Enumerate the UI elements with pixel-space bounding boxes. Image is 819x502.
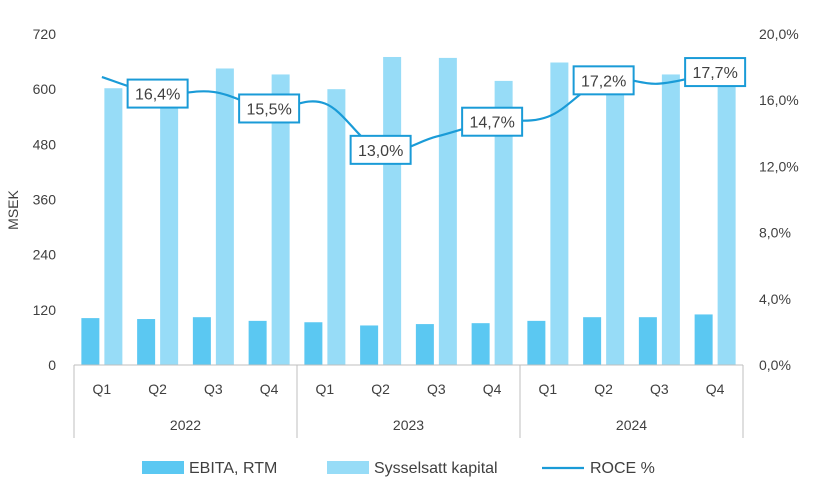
data-labels: 16,4% 15,5% 13,0% 14,7% 17,2% 17,7% (126, 57, 747, 165)
roce-data-label: 17,2% (581, 73, 626, 90)
quarter-label: Q3 (204, 381, 223, 397)
roce-data-label-box (461, 106, 524, 137)
ebita-bar (304, 322, 323, 365)
quarter-label: Q4 (260, 381, 279, 397)
right-axis: 0,0% 4,0% 8,0% 12,0% 16,0% 20,0% (759, 26, 799, 373)
ebita-bar (137, 319, 156, 365)
ebita-bar (248, 320, 267, 365)
ebita-bar (360, 325, 379, 365)
legend-label: Sysselsatt kapital (374, 460, 498, 477)
right-tick-label: 0,0% (759, 357, 791, 373)
quarter-label: Q4 (706, 381, 725, 397)
sysselsatt-kapital-bar (661, 74, 680, 365)
left-tick-label: 600 (33, 81, 57, 97)
roce-data-label: 14,7% (469, 115, 514, 132)
sysselsatt-kapital-bar (215, 68, 234, 366)
quarter-label: Q1 (93, 381, 112, 397)
right-tick-label: 12,0% (759, 158, 799, 174)
year-label: 2024 (616, 417, 647, 433)
sysselsatt-kapital-bar (383, 56, 402, 365)
left-tick-label: 120 (33, 302, 57, 318)
left-tick-label: 480 (33, 136, 57, 152)
ebita-bar (471, 323, 490, 365)
ebita-bar (81, 318, 100, 365)
ebita-bar (527, 320, 546, 365)
legend: EBITA, RTM Sysselsatt kapital ROCE % (142, 460, 655, 477)
right-tick-label: 8,0% (759, 225, 791, 241)
left-tick-label: 0 (48, 357, 56, 373)
left-tick-label: 240 (33, 247, 57, 263)
ebita-bar (192, 317, 211, 365)
year-label: 2023 (393, 417, 424, 433)
sysselsatt-kapital-bar (494, 80, 513, 366)
sysselsatt-kapital-bar (271, 74, 290, 365)
sysselsatt-kapital-bar (717, 80, 736, 366)
right-tick-label: 4,0% (759, 291, 791, 307)
quarter-label: Q3 (427, 381, 446, 397)
y-axis-label: MSEK (5, 190, 21, 230)
left-tick-label: 360 (33, 192, 57, 208)
ebita-bar (415, 324, 434, 365)
quarter-label: Q4 (483, 381, 502, 397)
left-axis: 0 120 240 360 480 600 720 (33, 26, 57, 373)
roce-data-label-box (684, 57, 747, 88)
quarter-label: Q1 (316, 381, 335, 397)
sysselsatt-kapital-bar (104, 88, 123, 365)
quarter-label: Q2 (594, 381, 613, 397)
sysselsatt-kapital-bar (550, 62, 569, 365)
ebita-bar (638, 317, 657, 365)
right-tick-label: 20,0% (759, 26, 799, 42)
roce-data-label: 13,0% (358, 143, 403, 160)
legend-swatch (327, 461, 369, 474)
quarter-label: Q3 (650, 381, 669, 397)
roce-data-label-box (238, 93, 301, 124)
ebita-bar (694, 314, 713, 365)
roce-data-label-box (126, 78, 189, 109)
roce-data-label: 17,7% (692, 65, 737, 82)
legend-label: ROCE % (590, 460, 655, 477)
legend-swatch (142, 461, 184, 474)
left-tick-label: 720 (33, 26, 57, 42)
quarter-label: Q1 (539, 381, 558, 397)
ebita-bar (583, 317, 602, 365)
x-axis: Q1 Q2 Q3 Q4 Q1 Q2 Q3 Q4 Q1 Q2 Q3 Q4 2022 2023 2024 (73, 365, 744, 438)
quarter-label: Q2 (371, 381, 390, 397)
right-tick-label: 16,0% (759, 92, 799, 108)
year-label: 2022 (170, 417, 201, 433)
roce-data-label-box (349, 134, 412, 165)
roce-data-label-box (572, 65, 635, 96)
roce-data-label: 15,5% (246, 101, 291, 118)
sysselsatt-kapital-bar (160, 96, 179, 365)
bars (81, 56, 736, 366)
roce-data-label: 16,4% (135, 87, 180, 104)
sysselsatt-kapital-bar (606, 85, 625, 365)
quarter-label: Q2 (148, 381, 167, 397)
legend-label: EBITA, RTM (189, 460, 277, 477)
sysselsatt-kapital-bar (438, 57, 457, 366)
sysselsatt-kapital-bar (327, 89, 346, 366)
